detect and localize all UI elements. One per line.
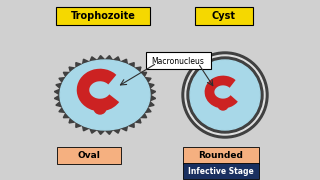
Polygon shape [76,63,83,68]
Polygon shape [97,129,105,134]
Polygon shape [149,89,156,95]
Text: Cyst: Cyst [212,11,236,21]
Polygon shape [54,89,61,95]
Circle shape [218,100,228,110]
Polygon shape [83,125,90,131]
Text: Infective Stage: Infective Stage [188,166,254,176]
Polygon shape [56,83,63,89]
Polygon shape [127,122,134,127]
Polygon shape [90,128,97,133]
Polygon shape [144,107,151,112]
Polygon shape [69,67,76,73]
Text: Macronucleus: Macronucleus [152,57,204,66]
Polygon shape [113,128,120,133]
Polygon shape [134,118,141,123]
Text: Oval: Oval [77,152,100,161]
Polygon shape [147,83,154,89]
Polygon shape [63,112,70,118]
Polygon shape [56,101,63,107]
Polygon shape [83,59,90,65]
Circle shape [187,57,263,133]
Polygon shape [90,57,97,62]
Polygon shape [134,67,141,73]
FancyBboxPatch shape [57,147,121,164]
Polygon shape [54,95,61,101]
FancyBboxPatch shape [183,163,259,179]
Ellipse shape [60,60,150,130]
Circle shape [94,102,106,114]
Polygon shape [59,78,66,83]
Polygon shape [149,95,156,101]
Polygon shape [105,56,113,60]
Polygon shape [120,59,127,65]
Polygon shape [69,118,76,123]
Circle shape [182,52,268,138]
Circle shape [185,55,265,135]
Polygon shape [127,63,134,68]
Polygon shape [105,129,113,134]
Polygon shape [147,101,154,107]
Polygon shape [120,125,127,131]
Text: Trophozoite: Trophozoite [71,11,135,21]
Polygon shape [140,72,147,78]
FancyBboxPatch shape [195,7,253,25]
Polygon shape [113,57,120,62]
Circle shape [190,60,260,130]
Polygon shape [59,107,66,112]
Polygon shape [63,72,70,78]
FancyBboxPatch shape [146,52,211,69]
Text: Rounded: Rounded [199,152,244,161]
Polygon shape [76,122,83,127]
Polygon shape [97,56,105,60]
FancyBboxPatch shape [56,7,150,25]
Polygon shape [140,112,147,118]
FancyBboxPatch shape [183,147,259,164]
Polygon shape [144,78,151,83]
